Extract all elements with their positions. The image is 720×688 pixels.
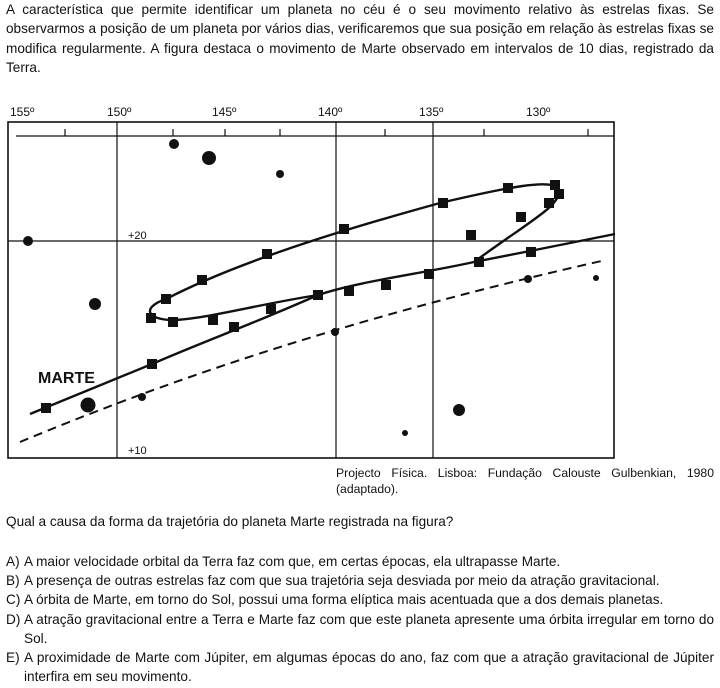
- answer-options: A) A maior velocidade orbital da Terra f…: [6, 552, 714, 686]
- star: [89, 298, 101, 310]
- mars-position-marker: [168, 317, 178, 327]
- star: [453, 404, 465, 416]
- option-text: A órbita de Marte, em torno do Sol, poss…: [24, 592, 664, 608]
- option-text: A atração gravitacional entre a Terra e …: [24, 611, 714, 646]
- star: [593, 275, 599, 281]
- star: [276, 170, 284, 178]
- star: [402, 430, 408, 436]
- mars-position-marker: [161, 294, 171, 304]
- option-b[interactable]: B) A presença de outras estrelas faz com…: [6, 571, 714, 590]
- mars-position-marker: [197, 275, 207, 285]
- mars-position-marker: [266, 304, 276, 314]
- mars-position-marker: [554, 189, 564, 199]
- mars-trajectory-lower: [29, 232, 616, 416]
- star: [524, 275, 532, 283]
- mars-position-marker: [474, 257, 484, 267]
- mars-position-marker: [41, 403, 51, 413]
- mars-position-marker: [229, 322, 239, 332]
- mars-position-marker: [381, 280, 391, 290]
- mars-position-marker: [313, 290, 323, 300]
- option-letter: B): [6, 573, 20, 589]
- figure-source: Projecto Física. Lisboa: Fundação Calous…: [336, 466, 714, 496]
- star: [138, 393, 146, 401]
- longitude-scale: [16, 129, 614, 137]
- mars-position-marker: [262, 249, 272, 259]
- option-c[interactable]: C) A órbita de Marte, em torno do Sol, p…: [6, 590, 714, 609]
- option-text: A presença de outras estrelas faz com qu…: [24, 573, 660, 589]
- mars-position-marker: [146, 313, 156, 323]
- mars-position-marker: [550, 180, 560, 190]
- chart-frame: [7, 121, 615, 459]
- option-letter: A): [6, 554, 20, 569]
- option-letter: C): [6, 592, 21, 608]
- grid-lines: [8, 122, 614, 458]
- option-e[interactable]: E) A proximidade de Marte com Júpiter, e…: [6, 648, 714, 686]
- option-text: A maior velocidade orbital da Terra faz …: [24, 554, 561, 569]
- mars-position-marker: [208, 315, 218, 325]
- mars-position-marker: [344, 286, 354, 296]
- mars-position-marker: [424, 269, 434, 279]
- mars-position-marker: [466, 230, 476, 240]
- option-d[interactable]: D) A atração gravitacional entre a Terra…: [6, 610, 714, 648]
- star-chart: 155º 150º 145º 140º 135º 130º: [7, 105, 616, 459]
- option-a[interactable]: A) A maior velocidade orbital da Terra f…: [6, 552, 714, 571]
- option-text: A proximidade de Marte com Júpiter, em a…: [24, 650, 714, 685]
- star: [80, 397, 96, 413]
- longitude-label-145: 145º: [212, 105, 237, 119]
- star: [202, 151, 216, 165]
- mars-position-marker: [503, 183, 513, 193]
- latitude-label-20: +20: [128, 230, 147, 242]
- mars-position-marker: [526, 247, 536, 257]
- mars-positions: [41, 180, 564, 413]
- mars-position-marker: [339, 224, 349, 234]
- mars-position-marker: [544, 198, 554, 208]
- longitude-label-155: 155º: [10, 105, 35, 119]
- longitude-label-140: 140º: [318, 105, 343, 119]
- question-text: Qual a causa da forma da trajetória do p…: [6, 514, 454, 529]
- mars-retrograde-figure: 155º 150º 145º 140º 135º 130º: [0, 96, 720, 468]
- option-letter: D): [6, 611, 21, 627]
- longitude-label-130: 130º: [526, 105, 551, 119]
- option-letter: E): [6, 650, 20, 666]
- mars-trajectory-loop: [148, 183, 561, 322]
- star: [169, 139, 179, 149]
- mars-position-marker: [438, 198, 448, 208]
- longitude-label-135: 135º: [419, 105, 444, 119]
- planet-label: MARTE: [38, 370, 95, 387]
- latitude-label-10: +10: [128, 445, 147, 457]
- mars-position-marker: [516, 212, 526, 222]
- longitude-label-150: 150º: [107, 105, 132, 119]
- ecliptic-dashed-line: [19, 259, 607, 443]
- star: [23, 236, 33, 246]
- mars-position-marker: [147, 359, 157, 369]
- intro-text: A característica que permite identificar…: [6, 2, 714, 76]
